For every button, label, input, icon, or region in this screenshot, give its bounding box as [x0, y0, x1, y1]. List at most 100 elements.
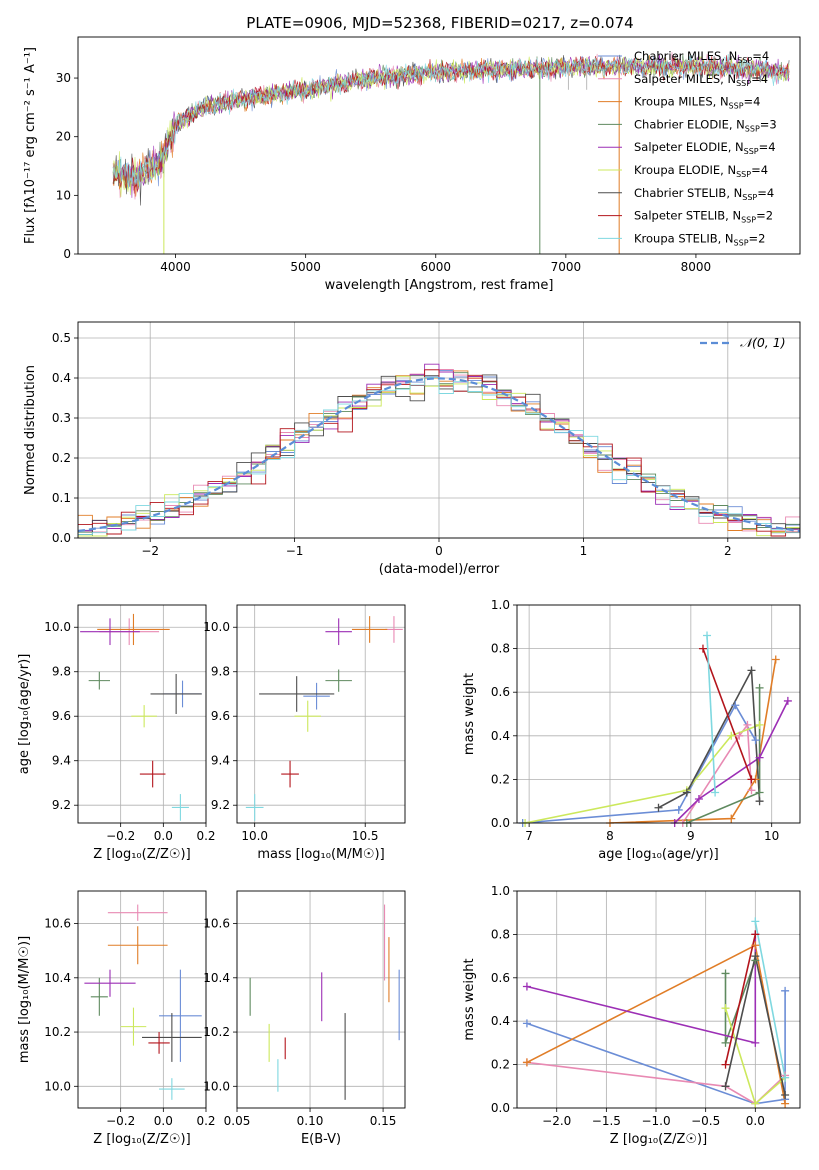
y-tick-label: 20	[56, 130, 71, 144]
y-axis-label: age [log₁₀(age/yr)]	[17, 654, 32, 775]
x-axis-label: Z [log₁₀(Z/Z☉)]	[610, 1132, 707, 1147]
axes-frame	[77, 604, 207, 824]
y-tick-label: 0.5	[52, 331, 71, 345]
weight-marker	[727, 731, 736, 740]
z-weight-panel: −2.0 −1.5 −1.0 −0.5 0.0 0.0 0.2 0.4 0.6 0.8 1.0 Z […	[462, 884, 801, 1147]
legend-entry: 𝒩(0, 1)	[740, 335, 786, 350]
weight-marker	[674, 805, 683, 814]
y-tick-label: 9.8	[211, 665, 230, 679]
y-axis-label: Flux [fλ10⁻¹⁷ erg cm⁻² s⁻¹ A⁻¹]	[23, 47, 38, 244]
weight-marker	[751, 941, 760, 950]
y-axis-label: mass [log₁₀(M/M☉)]	[17, 936, 32, 1063]
x-tick-label: −0.5	[691, 1114, 720, 1128]
spectrum-line	[112, 55, 790, 194]
weight-marker	[698, 644, 707, 653]
plot-area	[78, 363, 800, 537]
x-tick-label: 8000	[681, 260, 712, 274]
plot-area	[522, 635, 789, 823]
y-tick-label: 0.2	[491, 1058, 510, 1072]
z-mass-panel: −0.2 0.0 0.2 10.0 10.2 10.4 10.6 Z [log₁₀(Z/Z☉)…	[17, 890, 216, 1147]
weight-series-line	[609, 659, 777, 823]
weight-marker	[755, 753, 764, 762]
y-tick-label: 1.0	[491, 598, 510, 612]
weight-marker	[743, 720, 752, 729]
y-tick-label: 10.0	[44, 1079, 71, 1093]
weight-marker	[771, 655, 780, 664]
y-tick-label: 9.2	[52, 798, 71, 812]
weight-marker	[703, 631, 712, 640]
weight-marker	[751, 1038, 760, 1047]
axes-frame	[516, 604, 801, 824]
age-weight-panel: 7 8 9 10 0.0 0.2 0.4 0.6 0.8 1.0 age [log₁₀(age/yr…	[462, 598, 801, 862]
y-tick-label: 10.0	[203, 1079, 230, 1093]
weight-marker	[781, 1073, 790, 1082]
y-tick-label: 0.4	[491, 729, 510, 743]
weight-series-line	[724, 934, 757, 1065]
weight-marker	[522, 1058, 531, 1067]
axes-frame	[236, 604, 406, 824]
weight-marker	[751, 952, 760, 961]
mass-age-panel: 10.0 10.5 9.2 9.4 9.6 9.8 10.0 mass [log₁₀(M/M☉…	[203, 604, 406, 862]
y-tick-label: 10.2	[203, 1025, 230, 1039]
plot-area	[112, 52, 790, 254]
y-tick-label: 10.6	[44, 917, 71, 931]
y-tick-label: 0.0	[491, 1101, 510, 1115]
y-tick-label: 10.0	[203, 620, 230, 634]
x-tick-label: 0.0	[746, 1114, 765, 1128]
weight-series-line	[754, 921, 786, 1078]
x-axis-label: age [log₁₀(age/yr)]	[598, 847, 719, 862]
axes-frame	[516, 890, 801, 1109]
y-tick-label: 9.8	[52, 665, 71, 679]
weight-marker	[522, 982, 531, 991]
y-tick-label: 0	[63, 247, 71, 261]
weight-marker	[731, 701, 740, 710]
weight-marker	[751, 736, 760, 745]
figure-title: PLATE=0906, MJD=52368, FIBERID=0217, z=0…	[246, 14, 633, 32]
y-axis-label: Normed distribution	[23, 365, 38, 495]
y-tick-label: 10	[56, 188, 71, 202]
plot-area	[245, 616, 403, 821]
y-tick-label: 0.8	[491, 927, 510, 941]
x-tick-label: 8	[606, 829, 614, 843]
legend-entry: Kroupa MILES, NSSP=4	[634, 95, 760, 111]
x-tick-label: −0.2	[106, 829, 135, 843]
legend-entry: Salpeter ELODIE, NSSP=4	[634, 140, 776, 156]
x-tick-label: 1	[580, 544, 588, 558]
plot-area	[80, 613, 202, 821]
weight-marker	[721, 1060, 730, 1069]
weight-marker	[682, 788, 691, 797]
x-tick-label: 10.0	[241, 829, 268, 843]
weight-marker	[694, 795, 703, 804]
x-tick-label: 9	[687, 829, 695, 843]
y-tick-label: 10.2	[44, 1025, 71, 1039]
weight-marker	[721, 1038, 730, 1047]
y-tick-label: 10.4	[203, 971, 230, 985]
x-tick-label: 5000	[290, 260, 321, 274]
weight-series-line	[522, 703, 757, 823]
x-tick-label: 2	[724, 544, 732, 558]
x-tick-label: −1.5	[592, 1114, 621, 1128]
x-tick-label: 0.15	[370, 1114, 397, 1128]
y-tick-label: 10.4	[44, 971, 71, 985]
y-tick-label: 9.6	[52, 709, 71, 723]
y-tick-label: 30	[56, 71, 71, 85]
x-tick-label: 0.2	[196, 829, 215, 843]
x-tick-label: 0.0	[154, 1114, 173, 1128]
weight-marker	[747, 786, 756, 795]
x-tick-label: −2	[141, 544, 159, 558]
z-age-panel: −0.2 0.0 0.2 9.2 9.4 9.6 9.8 10.0 Z [log₁₀(Z/Z☉)…	[17, 604, 216, 862]
legend-entry: Salpeter MILES, NSSP=4	[634, 72, 768, 88]
legend-entry: Chabrier STELIB, NSSP=4	[634, 186, 774, 202]
weight-marker	[711, 788, 720, 797]
x-tick-label: 4000	[160, 260, 191, 274]
y-tick-label: 10.0	[44, 620, 71, 634]
axes-frame	[236, 890, 406, 1109]
axes-frame	[77, 36, 801, 255]
legend-entry: Kroupa ELODIE, NSSP=4	[634, 163, 768, 179]
x-tick-label: 0.05	[224, 1114, 251, 1128]
x-axis-label: Z [log₁₀(Z/Z☉)]	[93, 1132, 190, 1147]
x-tick-label: 10	[764, 829, 779, 843]
weight-series-line	[526, 990, 786, 1105]
y-tick-label: 0.0	[491, 816, 510, 830]
y-tick-label: 0.6	[491, 685, 510, 699]
